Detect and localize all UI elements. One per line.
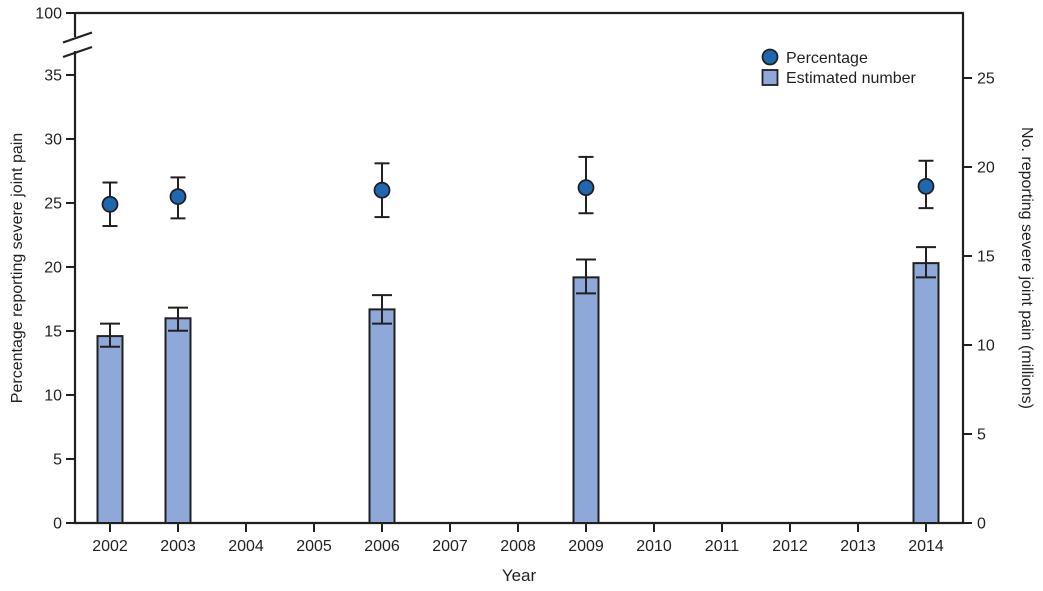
percentage-point-2009 bbox=[577, 179, 595, 197]
x-axis-tick-label: 2002 bbox=[92, 538, 128, 555]
chart-plot-area: 0 5 10 15 20 25 30 35 100 0 5 10 15 20 25 2002 2003 2004 2… bbox=[35, 6, 995, 556]
x-axis-tick-label: 2012 bbox=[772, 538, 808, 555]
axis-break-slash-icon bbox=[62, 31, 93, 44]
right-axis-tick-label: 25 bbox=[977, 71, 995, 88]
right-axis-tick-label: 15 bbox=[977, 249, 995, 266]
left-axis-tick-label: 0 bbox=[53, 516, 62, 533]
estimated-bar-2014 bbox=[912, 262, 940, 524]
estimated-bar-2002 bbox=[96, 335, 124, 524]
x-axis-tick-label: 2004 bbox=[228, 538, 264, 555]
legend-percentage-label: Percentage bbox=[786, 50, 868, 67]
percentage-point-2003 bbox=[169, 188, 187, 206]
legend: Percentage Estimated number bbox=[761, 48, 917, 87]
right-y-axis-title: No. reporting severe joint pain (million… bbox=[1018, 127, 1035, 409]
axis-break-slash-icon bbox=[62, 45, 93, 59]
x-axis-tick-label: 2006 bbox=[364, 538, 400, 555]
x-axis-tick-label: 2009 bbox=[568, 538, 604, 555]
left-axis-tick-label: 5 bbox=[53, 452, 62, 469]
percentage-point-2002 bbox=[101, 195, 119, 213]
legend-estimated-number-marker-icon bbox=[761, 69, 779, 86]
right-axis-tick-label: 0 bbox=[977, 516, 986, 533]
x-axis-tick-label: 2005 bbox=[296, 538, 332, 555]
estimated-bar-2006 bbox=[368, 308, 396, 524]
left-axis-tick-label: 10 bbox=[44, 388, 62, 405]
estimated-bar-2009 bbox=[572, 276, 600, 524]
percentage-point-2006 bbox=[373, 181, 391, 199]
estimated-bar-2003 bbox=[164, 317, 192, 524]
right-axis-tick-label: 10 bbox=[977, 338, 995, 355]
left-axis-tick-label: 30 bbox=[44, 132, 62, 149]
right-axis-tick-label: 5 bbox=[977, 427, 986, 444]
x-axis-tick-label: 2013 bbox=[840, 538, 876, 555]
left-axis-tick-label: 20 bbox=[44, 260, 62, 277]
x-axis-tick-label: 2014 bbox=[908, 538, 944, 555]
x-axis-tick-label: 2008 bbox=[500, 538, 536, 555]
x-axis-tick-label: 2007 bbox=[432, 538, 468, 555]
x-axis-tick-label: 2011 bbox=[705, 538, 740, 555]
x-axis-tick-label: 2003 bbox=[160, 538, 196, 555]
legend-estimated-number-label: Estimated number bbox=[786, 70, 917, 87]
x-axis-tick-label: 2010 bbox=[636, 538, 672, 555]
left-axis-tick-label: 100 bbox=[35, 6, 62, 23]
percentage-point-2014 bbox=[917, 177, 935, 195]
right-axis-tick-label: 20 bbox=[977, 160, 995, 177]
legend-percentage-marker-icon bbox=[761, 48, 779, 66]
left-y-axis-title: Percentage reporting severe joint pain bbox=[9, 133, 26, 403]
left-axis-tick-label: 25 bbox=[44, 196, 62, 213]
left-axis-tick-label: 35 bbox=[44, 68, 62, 85]
x-axis-title: Year bbox=[502, 566, 537, 585]
left-axis-tick-label: 15 bbox=[44, 324, 62, 341]
